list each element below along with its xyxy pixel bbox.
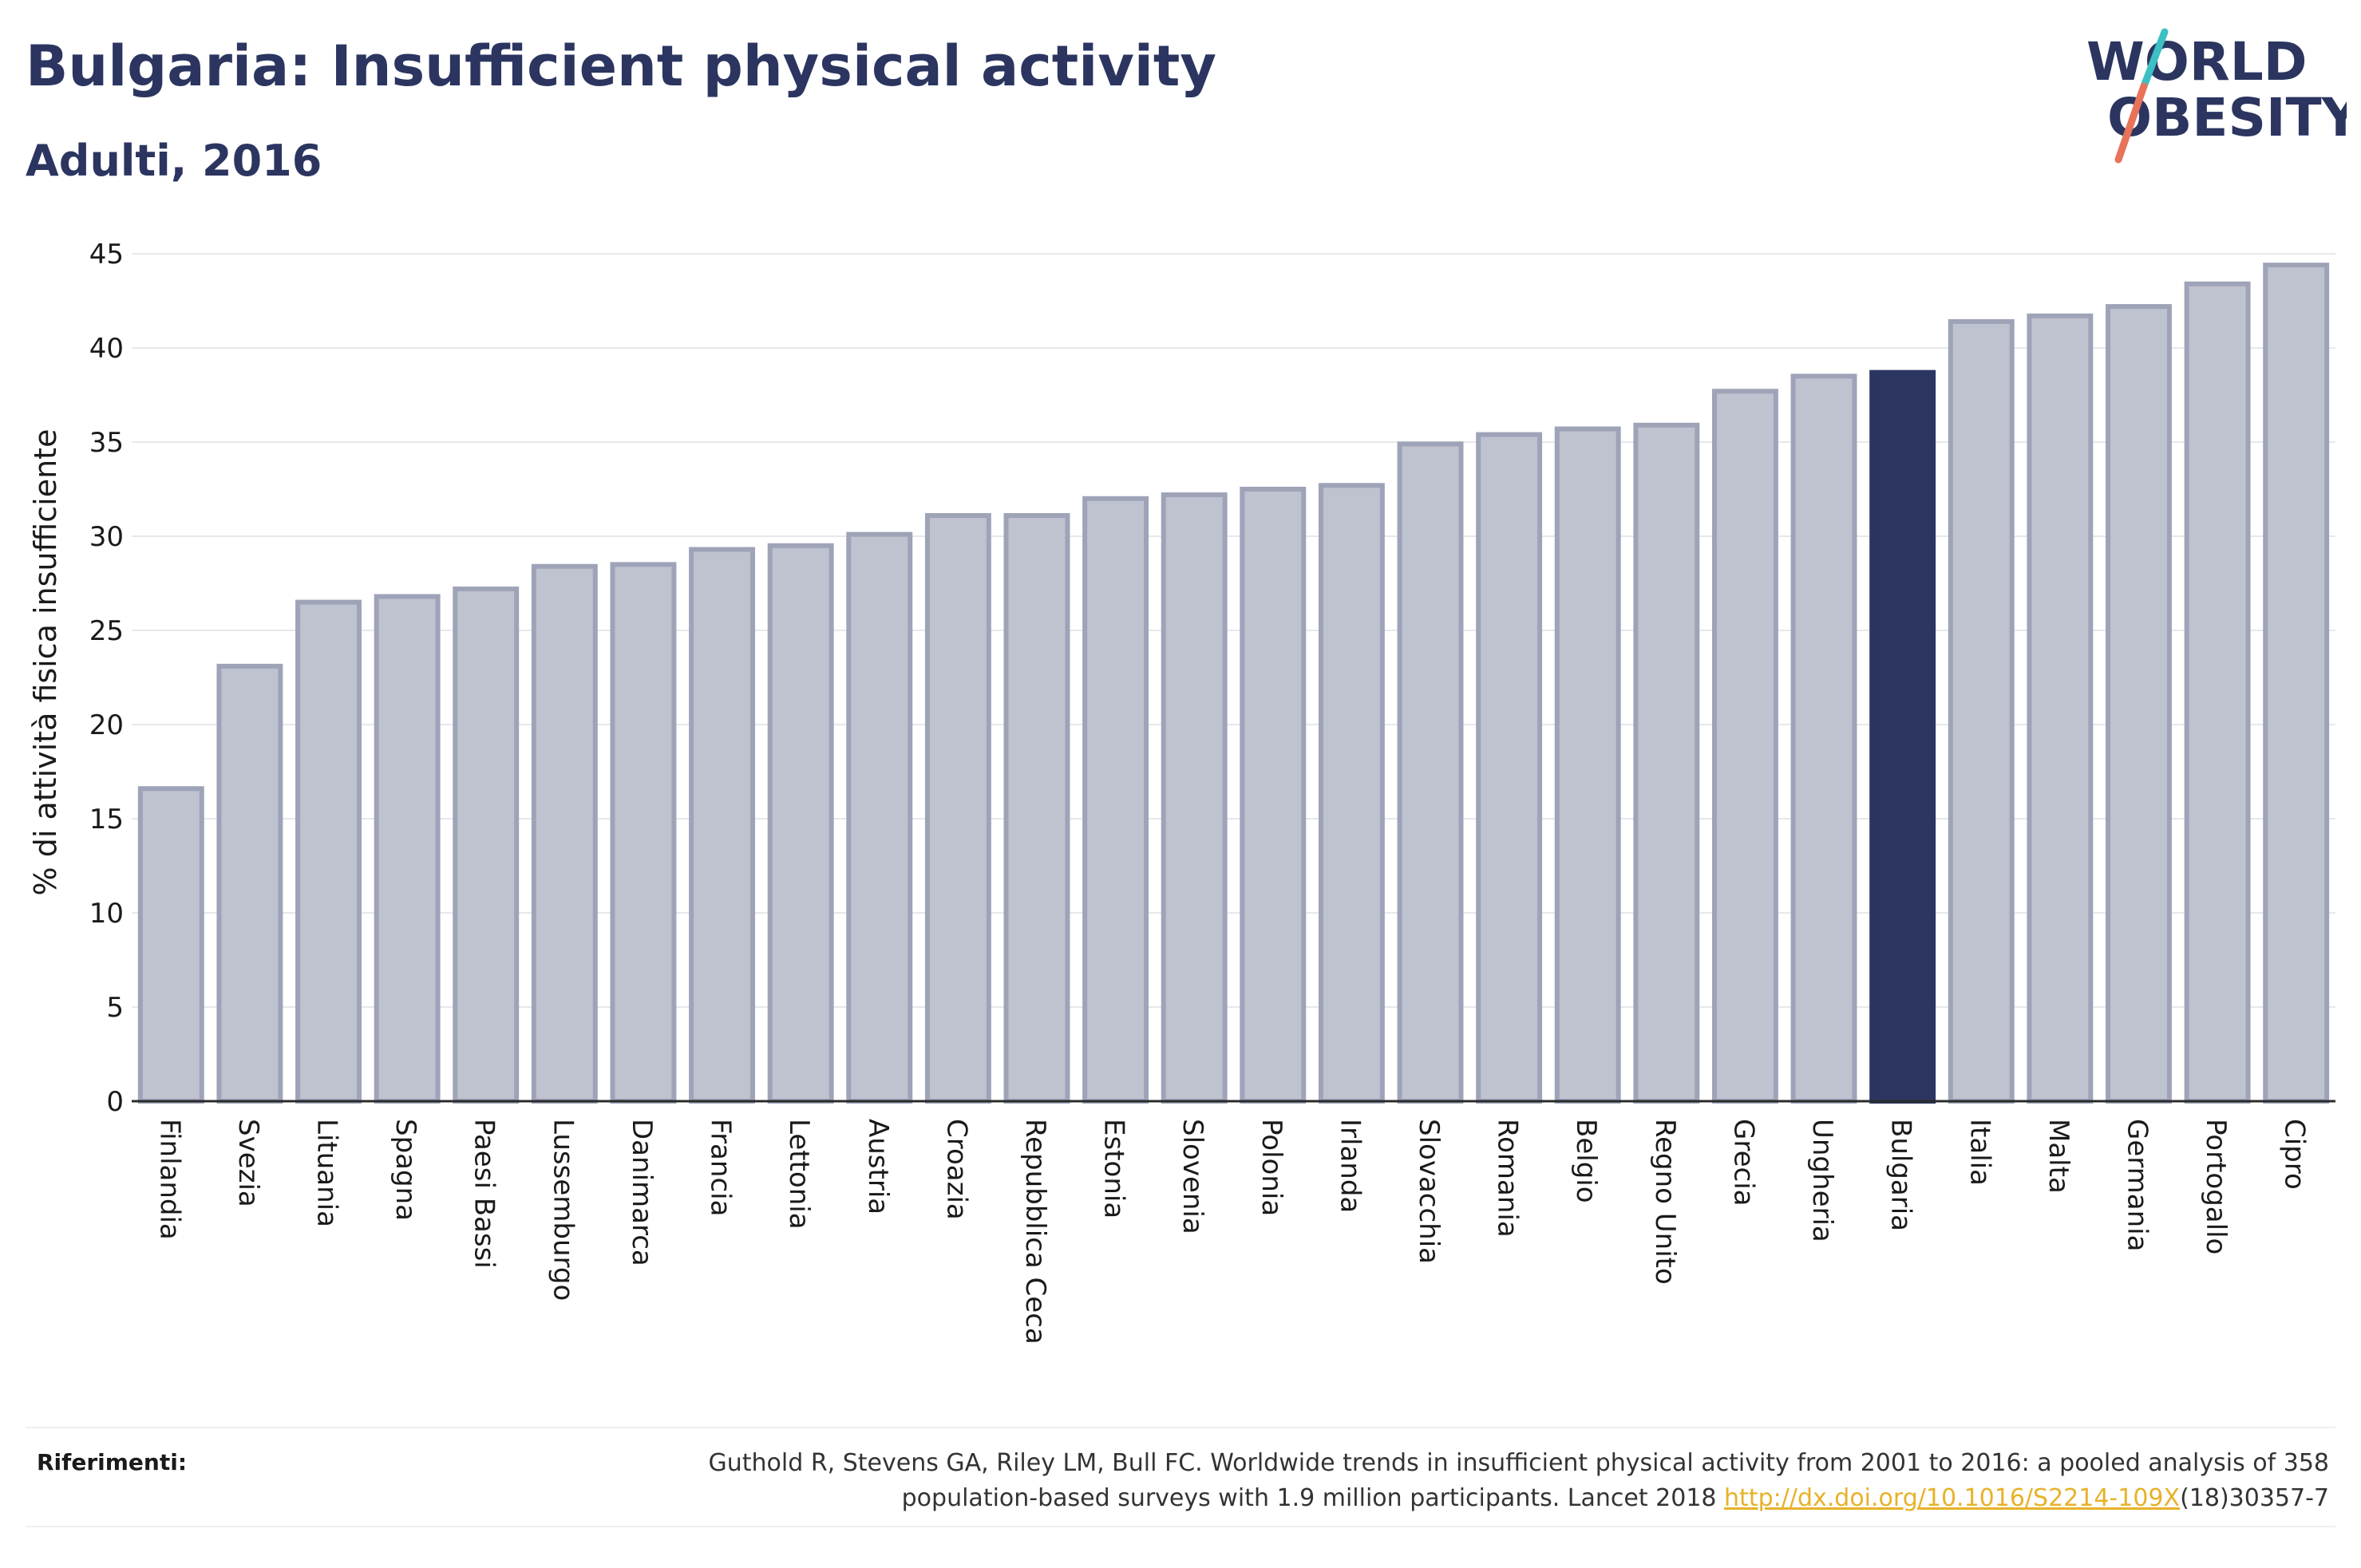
references-label: Riferimenti: xyxy=(37,1449,188,1475)
bar-lettonia xyxy=(767,543,834,1104)
bar-lussemburgo xyxy=(531,563,598,1104)
x-tick-label: Repubblica Ceca xyxy=(1019,1119,1051,1345)
y-tick-label: 15 xyxy=(89,804,124,835)
logo-text-world: WORLD xyxy=(2086,31,2308,93)
references-top-rule xyxy=(26,1427,2335,1428)
y-tick-label: 20 xyxy=(89,709,124,741)
bar-regno-unito xyxy=(1633,422,1700,1104)
bar-danimarca xyxy=(610,562,677,1104)
y-tick-label: 30 xyxy=(89,521,124,553)
references-text: Guthold R, Stevens GA, Riley LM, Bull FC… xyxy=(493,1446,2329,1516)
x-tick-label: Grecia xyxy=(1727,1119,1759,1206)
y-tick-label: 0 xyxy=(106,1086,124,1118)
bar-svezia xyxy=(216,663,283,1104)
x-tick-label: Belgio xyxy=(1570,1119,1602,1203)
references-bottom-rule xyxy=(26,1526,2335,1527)
x-tick-label: Francia xyxy=(705,1119,737,1216)
bar-malta xyxy=(2027,313,2094,1104)
x-tick-label: Romania xyxy=(1492,1119,1524,1238)
x-tick-label: Germania xyxy=(2121,1119,2153,1251)
logo-text-obesity: OBESITY xyxy=(2107,87,2347,148)
bar-repubblica-ceca xyxy=(1003,513,1070,1104)
bar-belgio xyxy=(1554,426,1621,1104)
bar-irlanda xyxy=(1318,483,1385,1104)
y-tick-label: 35 xyxy=(89,427,124,459)
bar-estonia xyxy=(1082,496,1149,1104)
x-tick-label: Lettonia xyxy=(783,1119,815,1230)
bar-finlandia xyxy=(137,786,204,1104)
y-tick-label: 5 xyxy=(106,992,124,1024)
x-tick-label: Malta xyxy=(2043,1119,2074,1194)
x-tick-label: Italia xyxy=(1964,1119,1995,1186)
bar-polonia xyxy=(1240,487,1307,1104)
x-tick-label: Slovacchia xyxy=(1413,1119,1445,1264)
references-doi-link[interactable]: http://dx.doi.org/10.1016/S2214-109X xyxy=(1724,1484,2181,1512)
y-tick-label: 25 xyxy=(89,615,124,647)
x-tick-label: Lituania xyxy=(311,1119,343,1227)
bars xyxy=(137,263,2330,1104)
y-axis-ticks: 0 5 10 15 20 25 30 35 40 45 xyxy=(89,239,124,1118)
y-tick-label: 45 xyxy=(89,239,124,271)
logo-slash-coral xyxy=(2114,82,2148,164)
bar-portogallo xyxy=(2184,281,2251,1104)
bar-lituania xyxy=(295,599,362,1104)
x-tick-label: Portogallo xyxy=(2200,1119,2232,1254)
x-tick-label: Bulgaria xyxy=(1885,1119,1917,1231)
x-tick-label: Ungheria xyxy=(1806,1119,1838,1242)
references-line-2-after: (18)30357-7 xyxy=(2180,1484,2329,1512)
world-obesity-logo: WORLD OBESITY xyxy=(2086,28,2347,164)
bar-slovenia xyxy=(1161,492,1228,1104)
references-line-2-before: population-based surveys with 1.9 millio… xyxy=(901,1484,1725,1512)
chart-subtitle: Adulti, 2016 xyxy=(26,136,322,186)
chart-title: Bulgaria: Insufficient physical activity xyxy=(26,34,1216,99)
x-tick-label: Spagna xyxy=(390,1119,421,1221)
x-tick-label: Croazia xyxy=(940,1119,972,1220)
x-tick-label: Cipro xyxy=(2279,1119,2311,1190)
y-tick-label: 10 xyxy=(89,898,124,930)
bar-bulgaria xyxy=(1869,369,1936,1104)
x-tick-label: Austria xyxy=(862,1119,894,1215)
bar-spagna xyxy=(374,594,441,1104)
bar-paesi-bassi xyxy=(453,587,520,1104)
bar-ungheria xyxy=(1790,373,1857,1104)
bar-cipro xyxy=(2263,263,2330,1104)
bar-slovacchia xyxy=(1397,441,1464,1104)
bar-italia xyxy=(1948,318,2015,1104)
y-axis-label: % di attività fisica insufficiente xyxy=(28,429,63,896)
x-tick-label: Estonia xyxy=(1098,1119,1130,1218)
x-tick-label: Lussemburgo xyxy=(547,1119,579,1301)
x-tick-label: Danimarca xyxy=(626,1119,658,1266)
y-tick-label: 40 xyxy=(89,333,124,365)
bar-romania xyxy=(1476,432,1543,1104)
logo-slash-teal xyxy=(2140,28,2169,90)
x-tick-label: Svezia xyxy=(232,1119,264,1207)
x-tick-label: Slovenia xyxy=(1177,1119,1208,1234)
x-tick-label: Regno Unito xyxy=(1649,1119,1681,1285)
bar-austria xyxy=(846,531,913,1104)
x-axis-labels: Finlandia Svezia Lituania Spagna Paesi Bassi… xyxy=(153,1119,2310,1345)
x-tick-label: Irlanda xyxy=(1334,1119,1366,1213)
bar-francia xyxy=(689,547,756,1104)
bar-germania xyxy=(2106,304,2172,1104)
bar-chart: 0 5 10 15 20 25 30 35 40 45 Finlandia Svezia Lituan… xyxy=(28,239,2335,1345)
bar-grecia xyxy=(1711,389,1778,1104)
x-tick-label: Polonia xyxy=(1256,1119,1287,1216)
x-tick-label: Finlandia xyxy=(153,1119,185,1240)
bar-croazia xyxy=(924,513,991,1104)
references-line-1: Guthold R, Stevens GA, Riley LM, Bull FC… xyxy=(708,1449,2329,1477)
x-tick-label: Paesi Bassi xyxy=(469,1119,500,1269)
